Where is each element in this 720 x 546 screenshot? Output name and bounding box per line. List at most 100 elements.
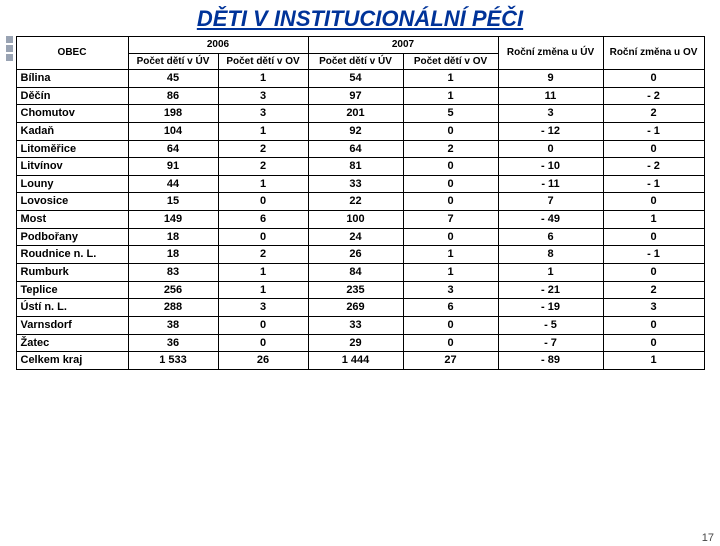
cell-dov: 1: [603, 211, 704, 229]
cell-duv: 8: [498, 246, 603, 264]
cell-uv06: 36: [128, 334, 218, 352]
cell-ov06: 3: [218, 105, 308, 123]
cell-uv07: 92: [308, 122, 403, 140]
table-row: Varnsdorf 38 0 33 0 - 5 0: [16, 316, 704, 334]
table-row: Bílina 45 1 54 1 9 0: [16, 70, 704, 88]
decorative-bullets: [6, 36, 13, 61]
cell-duv: - 12: [498, 122, 603, 140]
cell-uv07: 235: [308, 281, 403, 299]
cell-obec: Chomutov: [16, 105, 128, 123]
cell-ov07: 1: [403, 246, 498, 264]
table-row: Děčín 86 3 97 1 11 - 2: [16, 87, 704, 105]
table-row: Most 149 6 100 7 - 49 1: [16, 211, 704, 229]
cell-uv06: 198: [128, 105, 218, 123]
page-title: DĚTI V INSTITUCIONÁLNÍ PÉČI: [0, 6, 720, 32]
cell-ov07: 1: [403, 70, 498, 88]
cell-uv07: 1 444: [308, 352, 403, 370]
cell-duv: 11: [498, 87, 603, 105]
table-row: Litoměřice 64 2 64 2 0 0: [16, 140, 704, 158]
cell-obec: Děčín: [16, 87, 128, 105]
cell-dov: 0: [603, 334, 704, 352]
cell-uv07: 81: [308, 158, 403, 176]
cell-ov07: 1: [403, 87, 498, 105]
table-row: Litvínov 91 2 81 0 - 10 - 2: [16, 158, 704, 176]
cell-uv07: 269: [308, 299, 403, 317]
th-ov-2006: Počet dětí v OV: [218, 53, 308, 70]
cell-ov06: 1: [218, 175, 308, 193]
cell-ov06: 0: [218, 193, 308, 211]
cell-duv: 6: [498, 228, 603, 246]
cell-uv06: 44: [128, 175, 218, 193]
cell-ov06: 1: [218, 281, 308, 299]
cell-uv06: 91: [128, 158, 218, 176]
cell-ov06: 1: [218, 70, 308, 88]
cell-ov06: 2: [218, 246, 308, 264]
cell-uv06: 288: [128, 299, 218, 317]
cell-obec: Rumburk: [16, 264, 128, 282]
cell-uv06: 83: [128, 264, 218, 282]
cell-ov06: 0: [218, 316, 308, 334]
cell-uv06: 38: [128, 316, 218, 334]
cell-uv07: 97: [308, 87, 403, 105]
th-ov-2007: Počet dětí v OV: [403, 53, 498, 70]
cell-dov: 1: [603, 352, 704, 370]
cell-duv: - 19: [498, 299, 603, 317]
cell-dov: 2: [603, 105, 704, 123]
cell-dov: 0: [603, 70, 704, 88]
cell-uv07: 64: [308, 140, 403, 158]
cell-ov06: 0: [218, 228, 308, 246]
cell-uv07: 33: [308, 175, 403, 193]
cell-uv07: 100: [308, 211, 403, 229]
table-row: Louny 44 1 33 0 - 11 - 1: [16, 175, 704, 193]
cell-duv: 9: [498, 70, 603, 88]
th-delta-uv: Roční změna u ÚV: [498, 37, 603, 70]
cell-duv: - 10: [498, 158, 603, 176]
cell-duv: - 89: [498, 352, 603, 370]
table-body: Bílina 45 1 54 1 9 0 Děčín 86 3 97 1 11 …: [16, 70, 704, 370]
cell-obec: Teplice: [16, 281, 128, 299]
cell-uv07: 24: [308, 228, 403, 246]
th-obec: OBEC: [16, 37, 128, 70]
cell-dov: 0: [603, 316, 704, 334]
cell-obec: Bílina: [16, 70, 128, 88]
cell-obec: Lovosice: [16, 193, 128, 211]
cell-obec: Celkem kraj: [16, 352, 128, 370]
table-header: OBEC 2006 2007 Roční změna u ÚV Roční zm…: [16, 37, 704, 70]
cell-ov07: 5: [403, 105, 498, 123]
table-row: Celkem kraj 1 533 26 1 444 27 - 89 1: [16, 352, 704, 370]
cell-obec: Varnsdorf: [16, 316, 128, 334]
cell-obec: Ústí n. L.: [16, 299, 128, 317]
cell-dov: 3: [603, 299, 704, 317]
cell-duv: - 21: [498, 281, 603, 299]
cell-duv: - 11: [498, 175, 603, 193]
th-delta-ov: Roční změna u OV: [603, 37, 704, 70]
cell-ov07: 2: [403, 140, 498, 158]
cell-duv: - 7: [498, 334, 603, 352]
cell-dov: - 2: [603, 158, 704, 176]
cell-ov06: 1: [218, 264, 308, 282]
table-row: Podbořany 18 0 24 0 6 0: [16, 228, 704, 246]
cell-uv06: 64: [128, 140, 218, 158]
cell-ov07: 27: [403, 352, 498, 370]
cell-uv07: 33: [308, 316, 403, 334]
cell-ov06: 26: [218, 352, 308, 370]
cell-dov: - 1: [603, 122, 704, 140]
cell-dov: - 2: [603, 87, 704, 105]
table-row: Ústí n. L. 288 3 269 6 - 19 3: [16, 299, 704, 317]
cell-uv06: 256: [128, 281, 218, 299]
cell-obec: Žatec: [16, 334, 128, 352]
cell-dov: 2: [603, 281, 704, 299]
cell-obec: Litoměřice: [16, 140, 128, 158]
cell-obec: Podbořany: [16, 228, 128, 246]
cell-ov07: 0: [403, 316, 498, 334]
cell-uv06: 86: [128, 87, 218, 105]
cell-uv07: 29: [308, 334, 403, 352]
cell-ov07: 0: [403, 193, 498, 211]
cell-obec: Louny: [16, 175, 128, 193]
cell-ov06: 2: [218, 158, 308, 176]
cell-uv07: 22: [308, 193, 403, 211]
cell-ov06: 3: [218, 87, 308, 105]
cell-ov06: 2: [218, 140, 308, 158]
cell-uv06: 104: [128, 122, 218, 140]
table-row: Teplice 256 1 235 3 - 21 2: [16, 281, 704, 299]
